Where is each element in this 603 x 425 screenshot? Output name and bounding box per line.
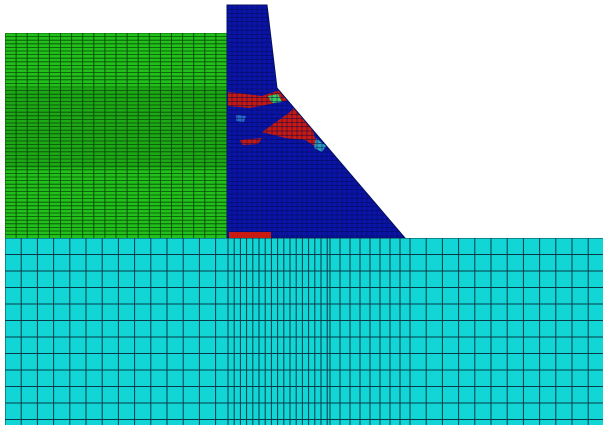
dam-outline: [226, 4, 407, 239]
damage-zone: [268, 94, 282, 103]
reservoir-mesh: [5, 33, 228, 238]
damage-zone: [229, 232, 271, 238]
damage-zone: [240, 138, 262, 145]
dam: [227, 5, 405, 238]
foundation: [5, 238, 603, 425]
foundation-mesh: [5, 238, 603, 425]
damage-zone: [228, 90, 288, 108]
reservoir: [5, 33, 228, 238]
